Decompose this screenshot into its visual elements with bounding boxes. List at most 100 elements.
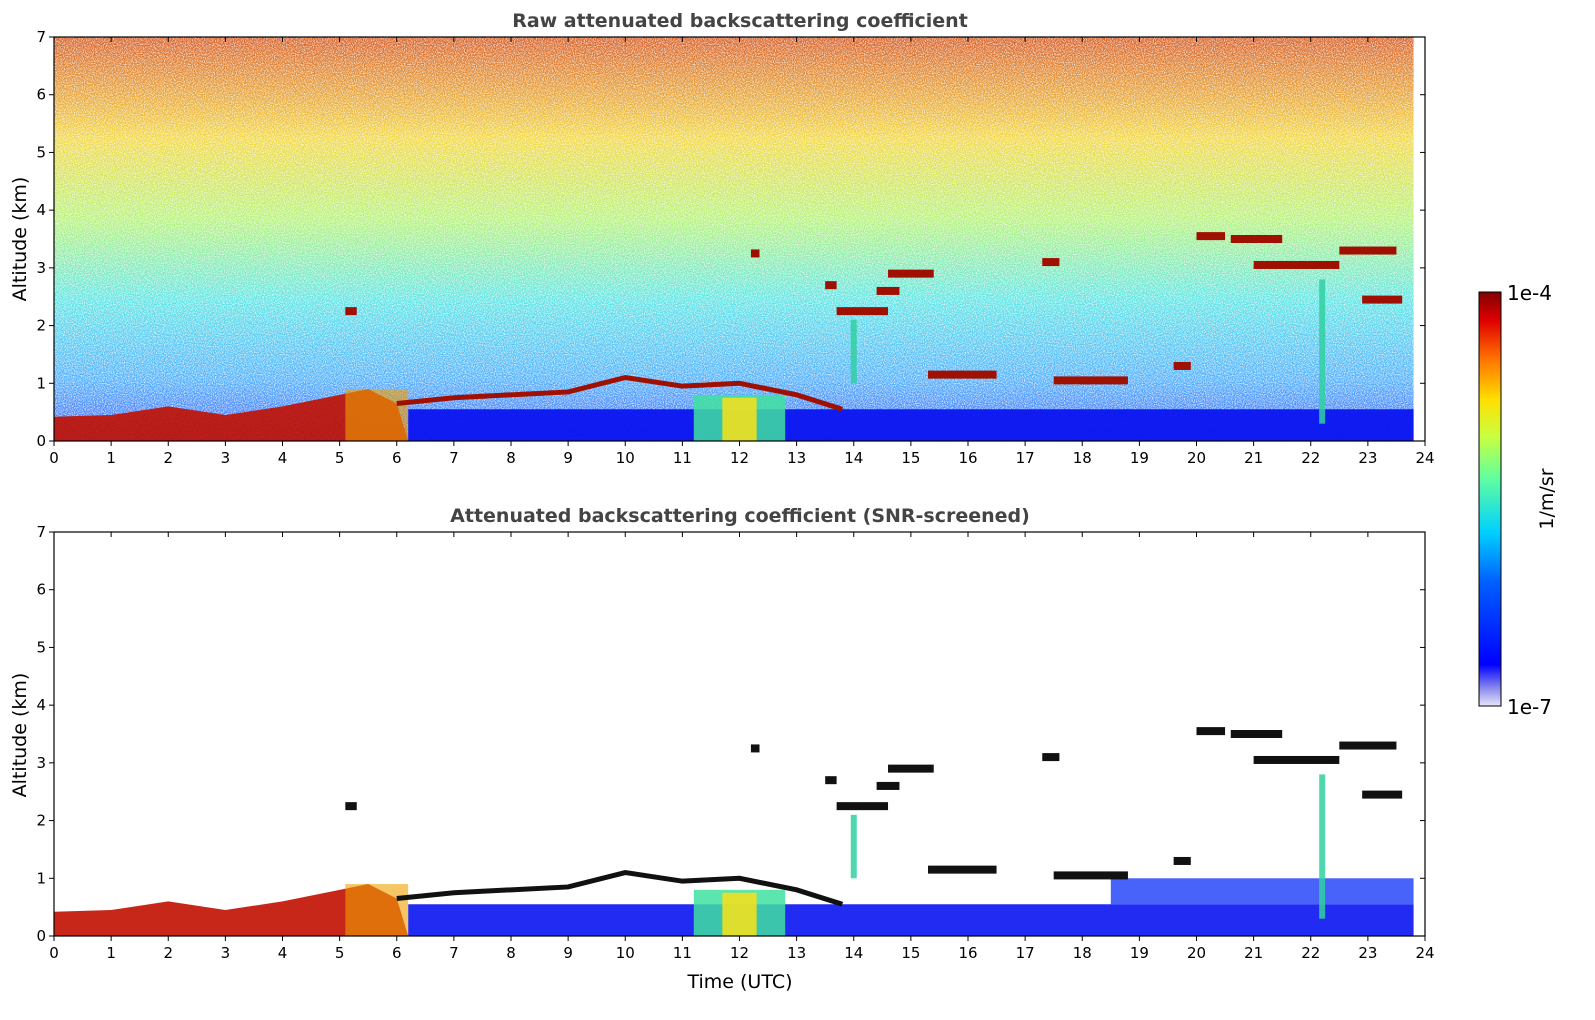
y-tick-label: 5 (36, 143, 46, 161)
x-tick-label: 9 (563, 449, 573, 467)
y-tick-label: 1 (36, 374, 46, 392)
x-tick-label: 15 (901, 449, 920, 467)
x-tick-label: 16 (958, 449, 977, 467)
x-tick-label: 12 (730, 944, 749, 962)
x-tick-label: 20 (1187, 944, 1206, 962)
x-tick-label: 8 (506, 449, 516, 467)
x-tick-label: 22 (1301, 944, 1320, 962)
cloud-layer (1173, 361, 1191, 370)
x-tick-label: 2 (163, 449, 173, 467)
cloud-layer (876, 286, 900, 295)
cloud-layer (888, 764, 934, 773)
boundary-layer-aerosol (54, 884, 409, 936)
x-tick-label: 15 (901, 944, 920, 962)
x-tick-label: 8 (506, 944, 516, 962)
virga-streak (1319, 279, 1326, 424)
y-tick-label: 0 (36, 432, 46, 450)
cloud-layer (825, 281, 837, 290)
y-tick-label: 2 (36, 317, 46, 335)
colorbar: 1e-4 1e-7 1/m/sr (1478, 281, 1558, 719)
panel-screened-y-label: Altitude (km) (9, 673, 31, 798)
y-tick-label: 3 (36, 754, 46, 772)
cloud-layer (345, 802, 357, 811)
x-tick-label: 17 (1016, 944, 1035, 962)
x-tick-label: 7 (449, 944, 459, 962)
x-tick-label: 10 (616, 944, 635, 962)
cloud-layer (1053, 376, 1128, 385)
cloud-layer (825, 776, 837, 785)
cloud-layer (1042, 753, 1060, 762)
cloud-layer (1042, 258, 1060, 267)
colorbar-min-label: 1e-7 (1507, 695, 1552, 719)
x-tick-label: 21 (1244, 449, 1263, 467)
x-axis-label: Time (UTC) (686, 971, 792, 993)
panel-raw-y-label: Altitude (km) (9, 177, 31, 302)
x-tick-label: 19 (1130, 944, 1149, 962)
x-tick-label: 24 (1415, 449, 1434, 467)
x-tick-label: 24 (1415, 944, 1434, 962)
x-tick-label: 18 (1073, 944, 1092, 962)
surface-layer-upper (1110, 878, 1414, 905)
y-tick-label: 4 (36, 201, 46, 219)
panel-screened: Attenuated backscattering coefficient (S… (9, 505, 1435, 993)
cloud-layer (928, 865, 997, 874)
midday-aerosol-core (722, 397, 757, 441)
cloud-layer (1230, 235, 1283, 243)
y-tick-label: 6 (36, 86, 46, 104)
y-tick-label: 0 (36, 927, 46, 945)
colorbar-unit-label: 1/m/sr (1536, 468, 1558, 529)
cloud-layer (836, 307, 889, 316)
cloud-layer (836, 802, 889, 811)
cloud-layer (750, 249, 760, 258)
boundary-layer-aerosol (54, 389, 409, 441)
cloud-layer (345, 307, 357, 316)
cloud-layer (1196, 727, 1226, 736)
y-tick-label: 7 (36, 28, 46, 46)
x-tick-label: 4 (278, 944, 288, 962)
aerosol-transition (345, 389, 409, 441)
y-tick-label: 2 (36, 812, 46, 830)
x-tick-label: 14 (844, 449, 863, 467)
cloud-layer (1253, 260, 1340, 269)
cloud-layer (1253, 755, 1340, 764)
surface-layer (408, 904, 1414, 936)
x-tick-label: 2 (163, 944, 173, 962)
colorbar-max-label: 1e-4 (1507, 281, 1552, 305)
cloud-layer (888, 269, 934, 278)
x-tick-label: 12 (730, 449, 749, 467)
x-tick-label: 21 (1244, 944, 1263, 962)
x-tick-label: 19 (1130, 449, 1149, 467)
x-tick-label: 3 (221, 944, 231, 962)
panel-screened-title: Attenuated backscattering coefficient (S… (450, 505, 1030, 527)
x-tick-label: 11 (673, 449, 692, 467)
x-tick-label: 4 (278, 449, 288, 467)
panel-raw-title: Raw attenuated backscattering coefficien… (512, 10, 968, 32)
raw-noise-speckle (54, 37, 1414, 441)
panel-raw-y-axis: 0 1 2 3 4 5 6 7 (36, 28, 1425, 450)
y-tick-label: 1 (36, 869, 46, 887)
aerosol-transition (345, 884, 409, 936)
x-tick-label: 13 (787, 944, 806, 962)
cloud-layer (928, 370, 997, 379)
panel-raw-x-axis: 0 1 2 3 4 5 6 7 8 9 10 11 12 13 14 15 16 17 18 19 20 21 22 23 24 (49, 37, 1435, 467)
x-tick-label: 17 (1016, 449, 1035, 467)
y-tick-label: 7 (36, 523, 46, 541)
x-tick-label: 20 (1187, 449, 1206, 467)
y-tick-label: 5 (36, 638, 46, 656)
surface-layer (408, 409, 1414, 441)
boundary-layer-top (396, 869, 844, 907)
virga-streak (850, 319, 857, 384)
panel-screened-plot-area (54, 727, 1414, 936)
x-tick-label: 13 (787, 449, 806, 467)
x-tick-label: 0 (49, 449, 59, 467)
cloud-layer (750, 744, 760, 753)
cloud-layer (1362, 295, 1403, 304)
cloud-layer (876, 781, 900, 790)
x-tick-label: 11 (673, 944, 692, 962)
x-tick-label: 1 (106, 944, 116, 962)
x-tick-label: 3 (221, 449, 231, 467)
x-tick-label: 0 (49, 944, 59, 962)
midday-aerosol-core (722, 892, 757, 936)
colorbar-gradient (1478, 291, 1502, 707)
